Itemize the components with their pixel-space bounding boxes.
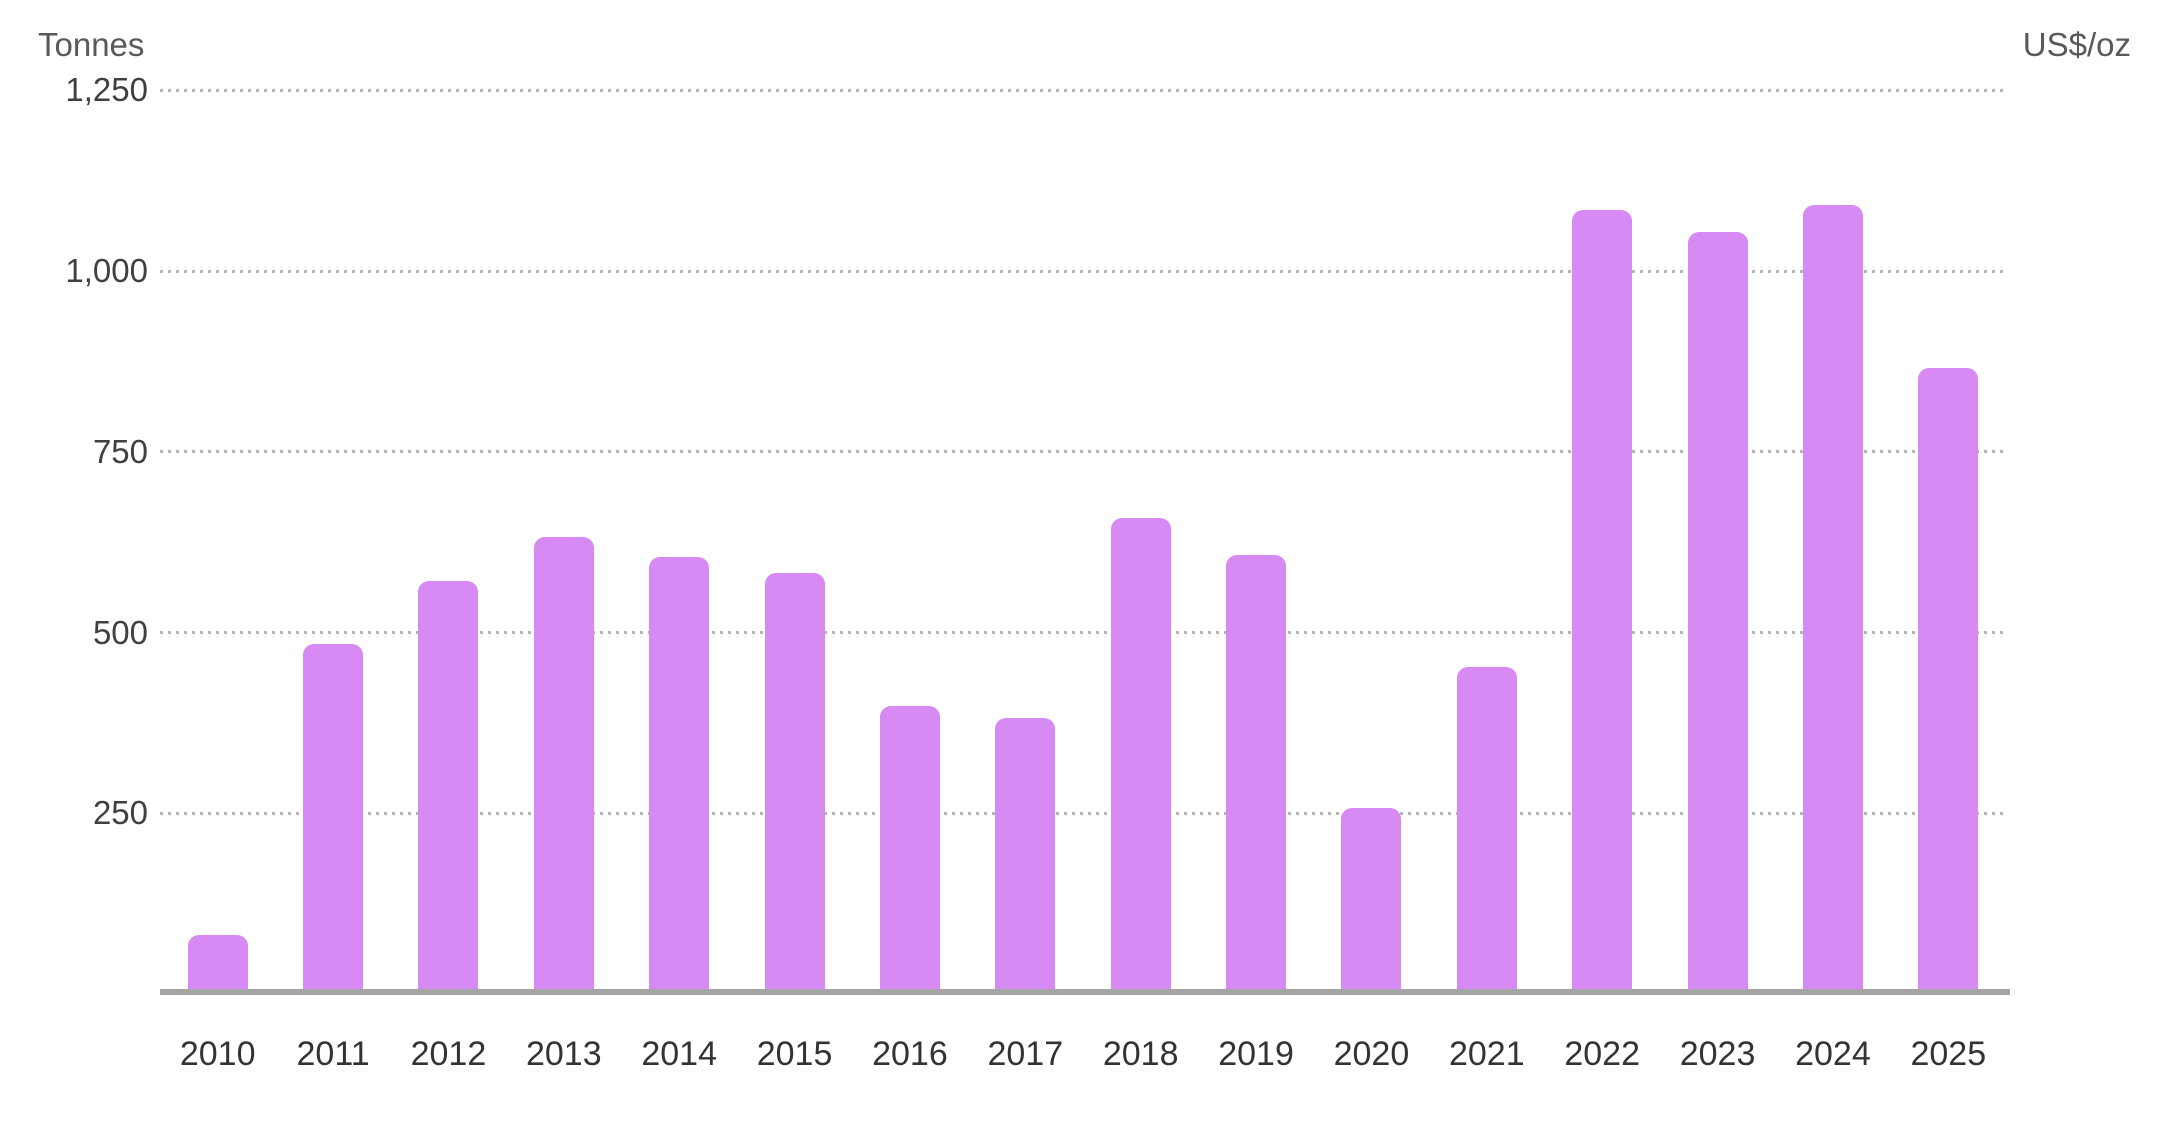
y-tick-label: 1,250 bbox=[65, 71, 148, 109]
x-axis-line bbox=[160, 989, 2010, 995]
bar-2014[interactable] bbox=[649, 557, 710, 992]
y-tick-label: 1,000 bbox=[65, 252, 148, 289]
left-axis-title: Tonnes bbox=[38, 26, 145, 63]
x-axis-label-2016: 2016 bbox=[872, 1035, 948, 1073]
bar-2018[interactable] bbox=[1110, 518, 1171, 992]
x-axis-label-2018: 2018 bbox=[1102, 1035, 1179, 1073]
x-axis-label-2011: 2011 bbox=[296, 1035, 370, 1073]
bar-2017[interactable] bbox=[995, 718, 1056, 992]
gridline-250 bbox=[160, 811, 2006, 815]
bar-2010[interactable] bbox=[187, 935, 248, 992]
x-axis-label-2010: 2010 bbox=[179, 1035, 256, 1073]
gridline-1000 bbox=[160, 269, 2006, 273]
bar-2025[interactable] bbox=[1918, 368, 1979, 992]
x-axis-label-2021: 2021 bbox=[1448, 1035, 1525, 1073]
bar-2023[interactable] bbox=[1687, 232, 1748, 992]
x-axis-label-2025: 2025 bbox=[1910, 1035, 1987, 1073]
y-tick-label: 750 bbox=[92, 432, 148, 470]
x-axis-label-2020: 2020 bbox=[1333, 1035, 1410, 1073]
bar-2013[interactable] bbox=[533, 537, 594, 992]
x-axis-label-2015: 2015 bbox=[756, 1035, 833, 1073]
x-axis-label-2017: 2017 bbox=[987, 1035, 1064, 1073]
x-axis-label-2024: 2024 bbox=[1795, 1035, 1871, 1073]
x-axis-label-2023: 2023 bbox=[1679, 1035, 1756, 1073]
bar-2019[interactable] bbox=[1226, 555, 1287, 992]
bar-2015[interactable] bbox=[764, 573, 825, 992]
bar-2021[interactable] bbox=[1456, 667, 1517, 992]
bar-2016[interactable] bbox=[879, 706, 940, 992]
x-axis-label-2014: 2014 bbox=[641, 1035, 717, 1073]
bar-2012[interactable] bbox=[418, 581, 479, 992]
right-axis-title: US$/oz bbox=[2022, 26, 2131, 63]
x-axis-label-2013: 2013 bbox=[525, 1035, 602, 1073]
gridline-1250 bbox=[160, 88, 2006, 92]
y-tick-label: 250 bbox=[92, 794, 148, 832]
x-axis-label-2022: 2022 bbox=[1564, 1035, 1640, 1073]
x-axis-label-2012: 2012 bbox=[410, 1035, 487, 1073]
x-axis-label-2019: 2019 bbox=[1218, 1035, 1294, 1073]
y-tick-label: 500 bbox=[92, 613, 148, 651]
bar-2022[interactable] bbox=[1572, 210, 1633, 992]
gridline-750 bbox=[160, 450, 2006, 454]
bar-2024[interactable] bbox=[1802, 205, 1863, 992]
bar-2011[interactable] bbox=[303, 644, 364, 992]
bar-2020[interactable] bbox=[1341, 808, 1402, 992]
gridline-500 bbox=[160, 631, 2006, 634]
